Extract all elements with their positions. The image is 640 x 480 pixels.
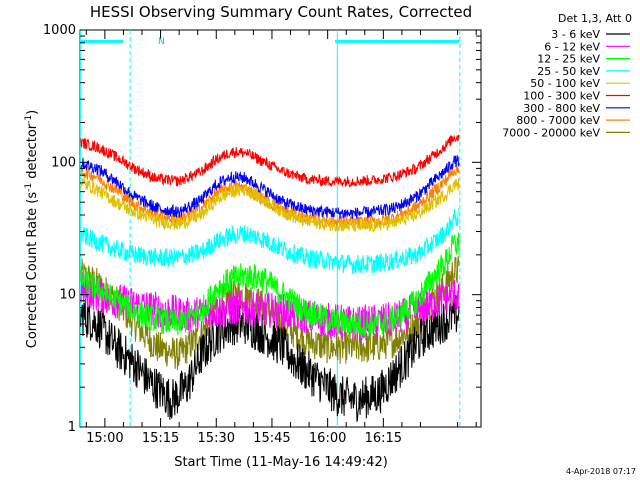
x-tick-label: 15:00 bbox=[86, 431, 123, 446]
series-line bbox=[80, 294, 460, 423]
legend-label: 12 - 25 keV bbox=[537, 53, 600, 66]
series-layer bbox=[80, 134, 460, 423]
series-line bbox=[80, 134, 460, 188]
y-tick-label: 1000 bbox=[43, 23, 76, 38]
x-tick-label: 16:15 bbox=[365, 431, 402, 446]
legend-label: 300 - 800 keV bbox=[523, 102, 600, 115]
x-tick-label: 15:15 bbox=[142, 431, 179, 446]
y-axis-label: Corrected Count Rate (s-1 detector-1) bbox=[24, 110, 40, 348]
legend-label: 3 - 6 keV bbox=[551, 28, 600, 41]
x-tick-label: 15:30 bbox=[198, 431, 235, 446]
legend-label: 25 - 50 keV bbox=[537, 65, 600, 78]
y-axis-label-sup1: -1 bbox=[24, 183, 34, 192]
series-line bbox=[80, 272, 460, 342]
x-axis-label: Start Time (11-May-16 14:49:42) bbox=[174, 455, 388, 470]
y-tick-label: 10 bbox=[59, 288, 76, 303]
series-line bbox=[80, 232, 460, 338]
y-axis-label-sup2: -1 bbox=[24, 115, 34, 124]
series-line bbox=[80, 155, 460, 220]
legend-label: 800 - 7000 keV bbox=[516, 114, 600, 127]
series-line bbox=[80, 176, 460, 233]
y-axis-label-part2: detector bbox=[25, 123, 40, 183]
x-tick-label: 16:00 bbox=[309, 431, 346, 446]
legend-header: Det 1,3, Att 0 bbox=[558, 12, 632, 25]
chart-title: HESSI Observing Summary Count Rates, Cor… bbox=[90, 3, 472, 21]
timestamp: 4-Apr-2018 07:17 bbox=[566, 467, 636, 476]
legend-label: 100 - 300 keV bbox=[523, 90, 600, 103]
x-tick-label: 15:45 bbox=[253, 431, 290, 446]
y-tick-label: 1 bbox=[68, 420, 76, 435]
legend-label: 6 - 12 keV bbox=[544, 40, 600, 53]
series-line bbox=[80, 208, 460, 274]
n-marker-label: N bbox=[158, 37, 165, 47]
legend-label: 7000 - 20000 keV bbox=[502, 126, 600, 139]
y-axis-label-part1: Corrected Count Rate (s bbox=[25, 192, 40, 349]
legend-label: 50 - 100 keV bbox=[530, 77, 600, 90]
y-axis-label-part3: ) bbox=[25, 110, 40, 115]
y-tick-label: 100 bbox=[51, 155, 76, 170]
axis-layer: 1 10 100 1000 15:00 15:15 15:30 15:45 16:00 16:15 bbox=[43, 23, 481, 446]
